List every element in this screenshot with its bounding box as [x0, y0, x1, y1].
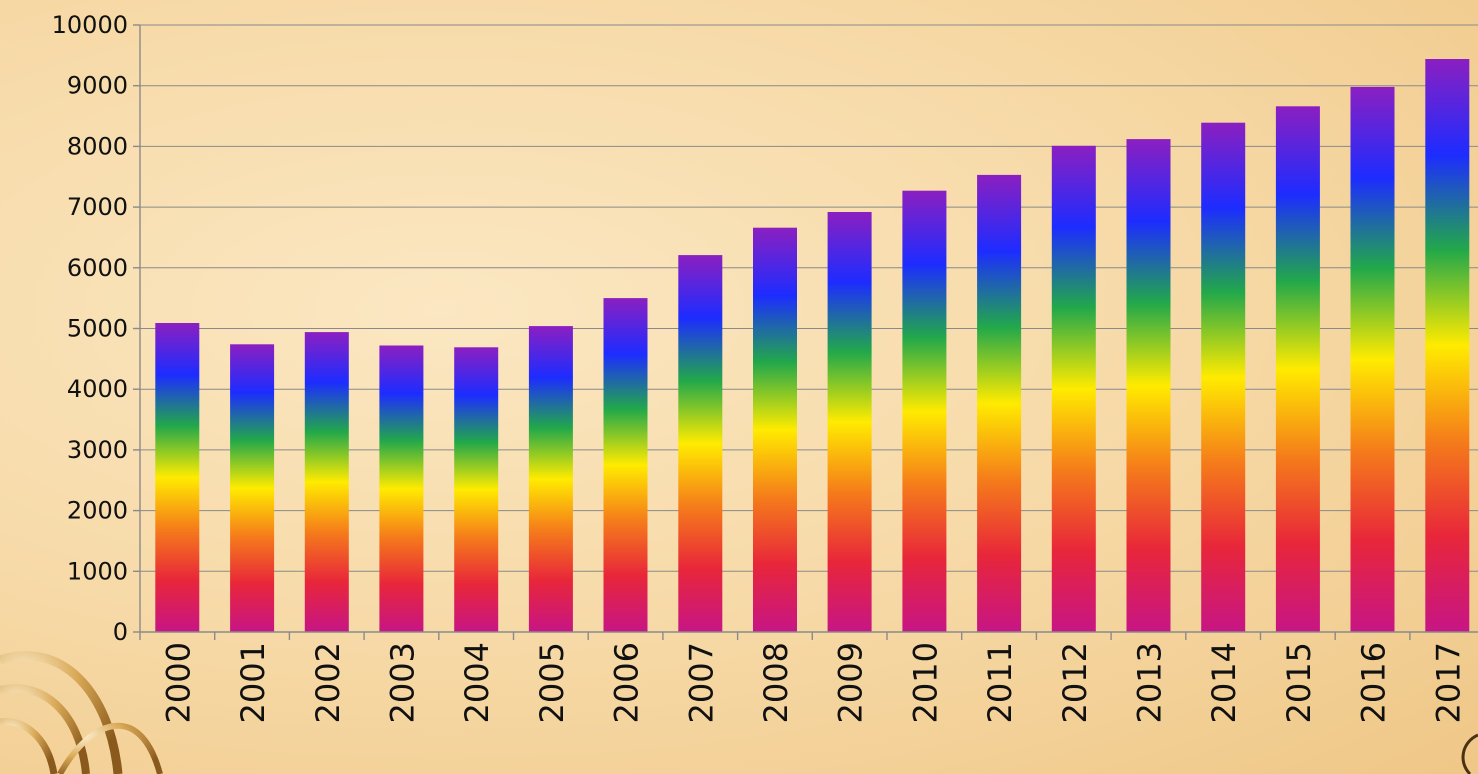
x-tick-label-2017: 2017	[1429, 642, 1467, 723]
y-tick-label-6000: 6000	[67, 254, 128, 282]
x-tick-label-2010: 2010	[906, 642, 944, 723]
bar-2002	[304, 332, 349, 632]
x-tick-label-2011: 2011	[981, 642, 1019, 723]
x-tick-label-2007: 2007	[682, 642, 720, 723]
x-tick-label-2005: 2005	[533, 642, 571, 723]
x-tick-label-2003: 2003	[383, 642, 421, 723]
x-tick-label-2004: 2004	[458, 642, 496, 723]
bar-2006	[603, 298, 648, 632]
x-tick-label-2016: 2016	[1355, 642, 1393, 723]
decorative-ornament-right	[1461, 733, 1478, 774]
x-tick-label-2008: 2008	[757, 642, 795, 723]
bar-2015	[1275, 106, 1320, 633]
x-tick-label-2001: 2001	[234, 642, 272, 723]
y-tick-label-4000: 4000	[67, 375, 128, 403]
bars	[155, 59, 1470, 633]
bar-2003	[379, 345, 424, 632]
y-tick-label-0: 0	[113, 618, 128, 646]
bar-2012	[1051, 145, 1096, 633]
bar-2013	[1126, 139, 1171, 632]
bar-2005	[528, 326, 573, 632]
x-tick-label-2013: 2013	[1130, 642, 1168, 723]
axes	[133, 24, 1478, 640]
x-tick-label-2015: 2015	[1280, 642, 1318, 723]
bar-2007	[678, 255, 723, 632]
y-tick-label-1000: 1000	[67, 557, 128, 585]
y-tick-label-5000: 5000	[67, 315, 128, 343]
bar-2009	[827, 212, 872, 632]
bar-2017	[1425, 59, 1470, 632]
x-tick-label-2000: 2000	[159, 642, 197, 723]
bar-2004	[454, 347, 499, 632]
bar-2011	[977, 174, 1022, 632]
bar-2001	[230, 344, 275, 632]
y-axis-ticks: 0 1000 2000 3000 4000 5000 6000 7000 8000 9000 100…	[52, 11, 128, 646]
x-axis-ticks: 2000 2001 2002 2003 2004 2005 2006 2007 2008 2009…	[159, 642, 1467, 723]
y-tick-label-8000: 8000	[67, 132, 128, 160]
bar-2010	[902, 190, 947, 632]
bar-2000	[155, 323, 200, 632]
x-tick-label-2006: 2006	[608, 642, 646, 723]
gridlines	[140, 24, 1478, 572]
y-tick-label-7000: 7000	[67, 193, 128, 221]
x-tick-label-2002: 2002	[309, 642, 347, 723]
bar-2016	[1350, 86, 1395, 632]
decorative-ornament	[0, 651, 163, 774]
x-tick-label-2014: 2014	[1205, 642, 1243, 723]
x-tick-label-2009: 2009	[832, 642, 870, 723]
y-tick-label-2000: 2000	[67, 497, 128, 525]
bar-2014	[1201, 122, 1246, 632]
y-tick-label-9000: 9000	[67, 72, 128, 100]
bar-2008	[753, 227, 797, 632]
y-tick-label-3000: 3000	[67, 436, 128, 464]
y-tick-label-10000: 10000	[52, 11, 128, 39]
x-tick-label-2012: 2012	[1056, 642, 1094, 723]
